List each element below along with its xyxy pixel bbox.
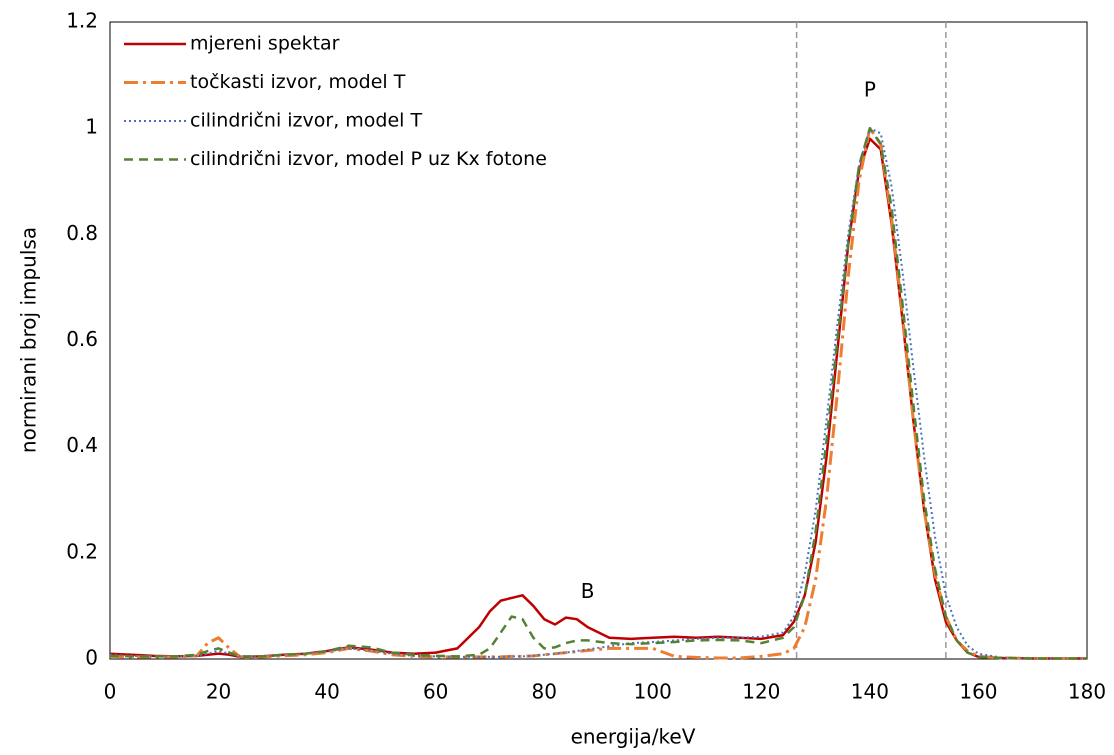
series-line (109, 137, 1087, 660)
annotation: P (864, 78, 876, 102)
x-tick-label: 180 (1068, 680, 1106, 704)
x-tick-label: 140 (851, 680, 889, 704)
x-tick-label: 160 (959, 680, 997, 704)
y-tick-label: 0.4 (66, 433, 98, 457)
legend-label: cilindrični izvor, model T (190, 110, 422, 132)
annotation: B (581, 579, 595, 603)
y-tick-label: 0 (85, 646, 98, 670)
legend-label: mjereni spektar (190, 33, 340, 55)
y-tick-label: 1.2 (66, 9, 98, 33)
x-tick-label: 80 (531, 680, 556, 704)
legend-label: cilindrični izvor, model P uz Kx fotone (190, 148, 547, 170)
series-line (109, 127, 1087, 660)
x-tick-label: 120 (742, 680, 780, 704)
series-line (109, 126, 1087, 660)
y-axis-label: normirani broj impulsa (17, 227, 41, 453)
x-tick-label: 40 (314, 680, 339, 704)
x-tick-label: 20 (206, 680, 231, 704)
y-tick-label: 0.2 (66, 539, 98, 563)
x-tick-label: 100 (634, 680, 672, 704)
series-line (109, 126, 1087, 660)
x-tick-label: 0 (104, 680, 117, 704)
y-tick-label: 0.8 (66, 221, 98, 245)
x-axis-label: energija/keV (571, 725, 696, 749)
y-tick-label: 1 (85, 115, 98, 139)
plot-frame (109, 21, 1088, 660)
y-tick-label: 0.6 (66, 327, 98, 351)
legend-label: točkasti izvor, model T (190, 71, 406, 93)
x-tick-label: 60 (423, 680, 448, 704)
